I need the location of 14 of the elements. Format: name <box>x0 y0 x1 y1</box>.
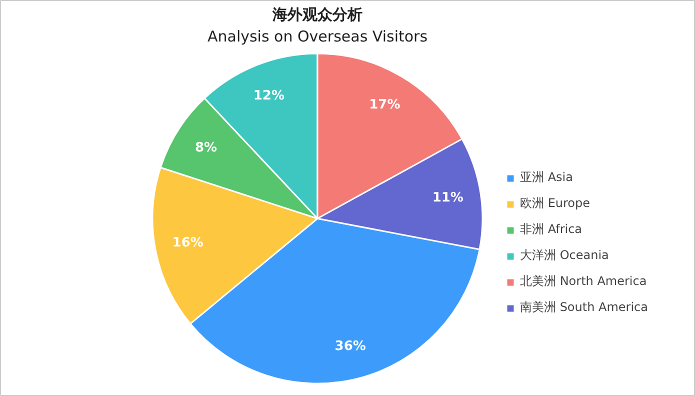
data-label: 17% <box>369 97 400 112</box>
legend-label: 大洋洲 Oceania <box>520 247 609 264</box>
legend-label: 非洲 Africa <box>520 221 582 238</box>
chart-title: 海外观众分析 <box>272 6 362 24</box>
data-label: 11% <box>432 190 464 206</box>
legend-label: 北美洲 North America <box>520 273 647 290</box>
data-label: 12% <box>253 88 284 104</box>
legend-label: 南美洲 South America <box>520 299 648 316</box>
data-label: 36% <box>334 338 366 354</box>
legend-label: 亚洲 Asia <box>520 169 573 186</box>
data-label: 8% <box>195 140 218 156</box>
chart-subtitle: Analysis on Overseas Visitors <box>207 28 428 46</box>
legend-label: 欧洲 Europe <box>520 195 590 212</box>
data-label: 16% <box>172 236 204 251</box>
